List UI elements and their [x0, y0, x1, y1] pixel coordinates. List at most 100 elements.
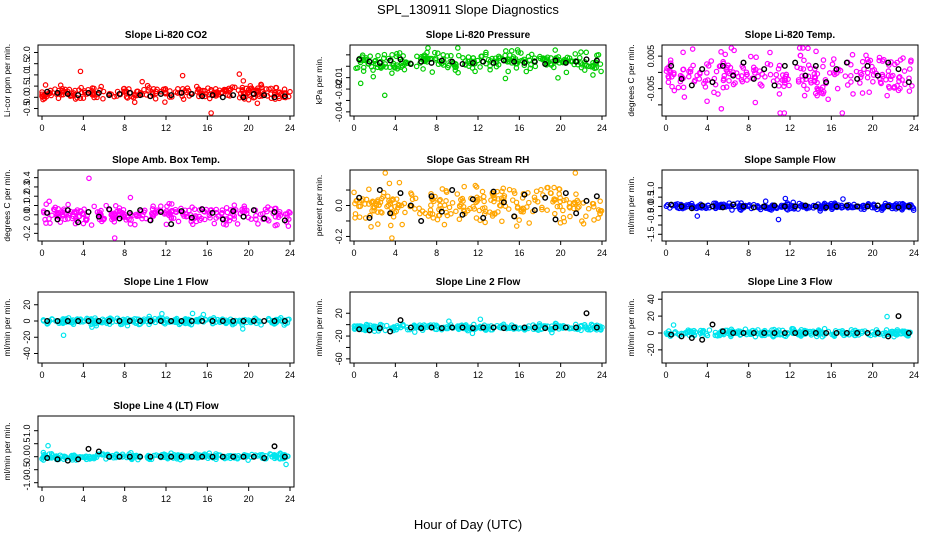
data-point: [888, 59, 894, 65]
data-point: [74, 207, 81, 213]
data-point: [753, 54, 759, 61]
data-point: [718, 105, 725, 112]
data-point: [814, 79, 820, 86]
data-point: [453, 64, 459, 70]
data-point: [208, 110, 214, 116]
data-point: [554, 203, 561, 210]
hourly-point: [740, 203, 747, 210]
data-point: [223, 87, 229, 94]
hourly-point: [271, 208, 278, 215]
data-point: [906, 88, 913, 94]
hourly-point: [480, 58, 487, 65]
x-tick-label: 24: [909, 123, 919, 133]
data-point: [382, 327, 389, 334]
data-point: [239, 326, 246, 332]
data-point: [578, 49, 584, 55]
data-point: [363, 196, 370, 203]
data-point: [47, 220, 53, 226]
x-tick-label: 20: [556, 123, 566, 133]
data-point: [871, 203, 877, 209]
data-point: [472, 68, 478, 75]
hourly-point: [64, 207, 71, 214]
data-point: [159, 310, 165, 317]
data-point: [681, 94, 688, 100]
hourly-point: [854, 75, 861, 82]
x-tick-label: 0: [351, 123, 356, 133]
hourly-point: [719, 328, 726, 335]
data-point: [456, 203, 463, 209]
data-point: [80, 95, 87, 101]
data-point: [477, 64, 483, 70]
hourly-point: [511, 58, 518, 65]
data-point: [481, 198, 487, 205]
data-point: [386, 180, 393, 187]
hourly-point: [376, 59, 383, 66]
data-point: [575, 199, 582, 205]
data-point: [597, 61, 604, 67]
data-point: [769, 330, 776, 336]
data-point: [746, 202, 753, 208]
data-point: [557, 203, 563, 210]
data-point: [762, 198, 769, 205]
data-point: [527, 65, 534, 72]
data-point: [705, 63, 712, 69]
data-point: [473, 215, 480, 221]
data-point: [857, 80, 863, 86]
y-axis-label: ml/min per min.: [626, 176, 636, 234]
data-point: [110, 214, 116, 220]
hourly-point: [230, 92, 237, 99]
hourly-point: [583, 197, 590, 204]
data-point: [728, 45, 735, 51]
y-tick-label: -0.005: [646, 76, 656, 102]
data-point: [715, 91, 721, 97]
y-tick-label: -0.5: [22, 101, 32, 117]
data-point: [844, 82, 851, 88]
y-tick-label: 0.3: [22, 181, 32, 194]
shared-x-axis-label: Hour of Day (UTC): [413, 517, 523, 532]
data-point: [86, 175, 92, 182]
data-point: [721, 72, 728, 79]
data-point: [671, 71, 677, 78]
data-point: [795, 77, 802, 83]
data-point: [55, 95, 62, 102]
hourly-point: [418, 58, 425, 65]
panel-title: Slope Line 1 Flow: [124, 277, 209, 288]
y-tick-label: -60: [334, 352, 344, 365]
hourly-point: [678, 203, 685, 210]
hourly-point: [843, 329, 850, 336]
panel-4: Slope Amb. Box Temp. degrees C per min. 0 4…: [2, 155, 295, 258]
data-point: [896, 74, 903, 80]
hourly-point: [459, 211, 466, 218]
data-point: [370, 67, 376, 73]
data-point: [70, 321, 77, 328]
y-tick-label: -40: [22, 347, 32, 360]
data-point: [200, 87, 206, 94]
data-point: [469, 330, 476, 337]
x-tick-label: 20: [868, 370, 878, 380]
data-point: [284, 316, 291, 323]
data-point: [752, 66, 759, 73]
data-point: [713, 68, 720, 75]
data-point: [803, 76, 809, 82]
data-point: [120, 318, 126, 325]
hourly-point: [219, 216, 226, 223]
data-point: [59, 212, 66, 219]
data-point: [416, 205, 422, 212]
y-tick-label: 0.0: [22, 450, 32, 463]
data-point: [879, 58, 886, 64]
data-point: [536, 321, 543, 327]
data-point: [516, 217, 522, 223]
hourly-point: [106, 453, 113, 460]
panel-title: Slope Line 3 Flow: [748, 277, 833, 288]
data-point: [551, 184, 557, 191]
data-point: [103, 202, 109, 209]
data-point: [839, 110, 846, 116]
hourly-point: [792, 329, 799, 336]
data-point: [441, 202, 448, 209]
hourly-point: [895, 313, 902, 320]
x-tick-label: 4: [81, 248, 86, 258]
data-point: [811, 78, 818, 85]
data-point: [239, 88, 246, 94]
data-point: [473, 199, 479, 206]
